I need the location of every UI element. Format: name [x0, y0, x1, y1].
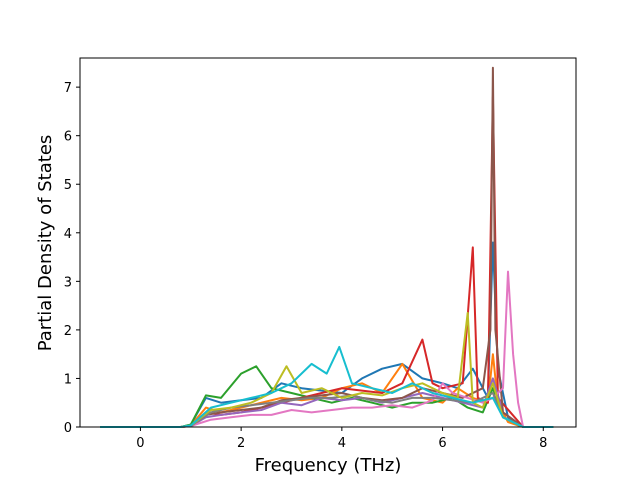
y-tick-label: 4	[64, 227, 72, 242]
y-tick-label: 7	[64, 81, 72, 96]
series-line-1	[100, 241, 554, 428]
y-tick-label: 6	[64, 130, 72, 145]
axes-frame	[79, 57, 577, 428]
x-axis-ticks: 0 2 4 6 8	[136, 427, 547, 451]
series-line-3	[100, 365, 554, 428]
y-tick-label: 0	[64, 421, 72, 436]
x-tick-label: 2	[237, 436, 245, 451]
series-line-9	[100, 311, 554, 428]
series-line-4	[100, 95, 554, 428]
y-axis-ticks: 0 1 2 3 4 5 6 7	[64, 81, 80, 436]
y-tick-label: 2	[64, 324, 72, 339]
y-tick-label: 3	[64, 275, 72, 290]
x-tick-label: 0	[136, 436, 144, 451]
series-line-10	[100, 345, 554, 428]
x-tick-label: 4	[338, 436, 346, 451]
series-line-7	[100, 270, 554, 428]
x-axis-label: Frequency (THz)	[255, 455, 402, 476]
y-tick-label: 1	[64, 372, 72, 387]
x-tick-label: 6	[438, 436, 446, 451]
y-tick-label: 5	[64, 178, 72, 193]
y-axis-label: Partial Density of States	[35, 135, 56, 352]
plot-area	[100, 66, 554, 428]
series-line-6	[100, 66, 554, 428]
x-tick-label: 8	[539, 436, 547, 451]
